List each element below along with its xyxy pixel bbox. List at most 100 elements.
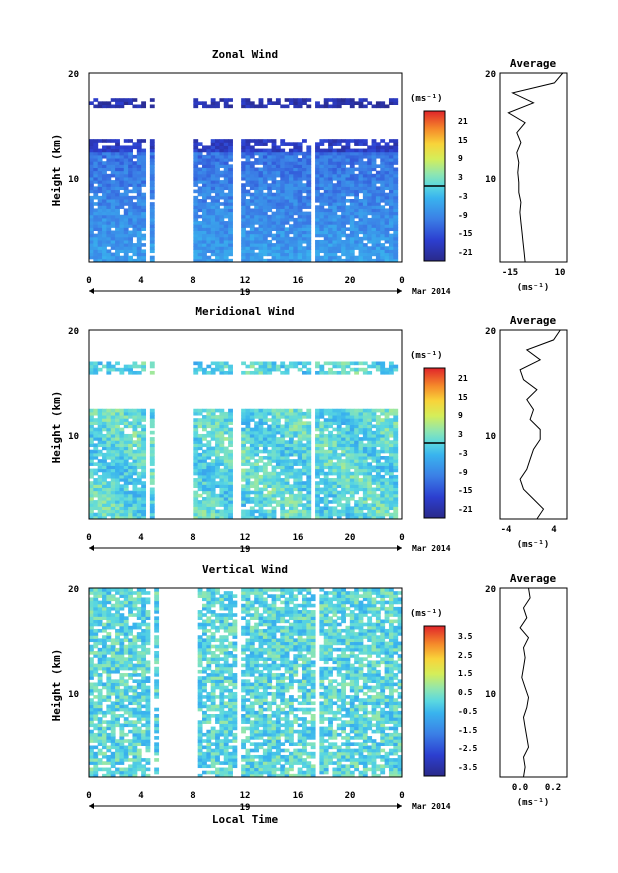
heatmap-cell	[97, 610, 103, 614]
heatmap-cell	[128, 452, 133, 457]
heatmap-cell	[123, 255, 129, 260]
heatmap-cell	[393, 167, 399, 172]
heatmap-cell	[223, 449, 229, 454]
heatmap-cell	[280, 496, 286, 501]
heatmap-cell	[262, 211, 268, 216]
heatmap-cell	[206, 418, 212, 422]
heatmap-cell	[132, 183, 138, 187]
heatmap-cell	[367, 478, 373, 482]
heatmap-cell	[241, 252, 246, 257]
heatmap-cell	[275, 154, 281, 159]
heatmap-cell	[123, 478, 129, 482]
heatmap-cell	[141, 736, 147, 740]
heatmap-cell	[358, 221, 364, 225]
heatmap-cell	[219, 496, 225, 501]
heatmap-cell	[97, 729, 103, 734]
heatmap-cell	[97, 481, 103, 485]
heatmap-cell	[149, 478, 155, 482]
heatmap-cell	[267, 437, 273, 441]
heatmap-cell	[275, 224, 281, 228]
heatmap-cell	[141, 654, 147, 658]
heatmap-cell	[271, 471, 277, 476]
heatmap-cell	[358, 183, 364, 187]
heatmap-cell	[371, 509, 377, 514]
heatmap-cell	[93, 208, 99, 213]
heatmap-cell	[293, 202, 299, 206]
heatmap-cell	[371, 173, 377, 178]
heatmap-cell	[128, 603, 133, 608]
heatmap-cell	[119, 515, 125, 520]
heatmap-cell	[106, 211, 112, 216]
heatmap-cell	[249, 481, 255, 485]
heatmap-cell	[284, 449, 290, 454]
heatmap-cell	[384, 145, 390, 150]
heatmap-cell	[275, 211, 281, 216]
heatmap-cell	[254, 176, 260, 181]
heatmap-cell	[306, 148, 312, 153]
heatmap-cell	[371, 148, 377, 153]
heatmap-cell	[393, 443, 399, 448]
heatmap-cell	[110, 170, 116, 175]
heatmap-cell	[93, 221, 99, 225]
heatmap-cell	[97, 751, 103, 756]
heatmap-cell	[228, 484, 233, 488]
heatmap-cell	[262, 186, 268, 191]
heatmap-cell	[149, 437, 155, 441]
heatmap-cell	[93, 641, 99, 646]
heatmap-cell	[123, 679, 129, 683]
heatmap-cell	[362, 98, 368, 102]
heatmap-cell	[336, 246, 342, 250]
heatmap-cell	[223, 430, 229, 435]
heatmap-cell	[358, 252, 364, 257]
heatmap-cell	[197, 230, 203, 235]
heatmap-cell	[393, 367, 399, 372]
heatmap-cell	[89, 644, 94, 649]
heatmap-cell	[371, 158, 377, 162]
heatmap-cell	[284, 239, 290, 244]
heatmap-cell	[241, 192, 246, 197]
heatmap-cell	[388, 361, 394, 366]
heatmap-cell	[223, 481, 229, 485]
heatmap-cell	[302, 443, 307, 448]
heatmap-cell	[102, 481, 107, 485]
heatmap-cell	[106, 770, 112, 775]
heatmap-cell	[297, 418, 303, 422]
heatmap-cell	[93, 506, 99, 511]
heatmap-cell	[106, 644, 112, 649]
heatmap-cell	[293, 243, 299, 247]
heatmap-cell	[393, 233, 399, 238]
heatmap-cell	[89, 770, 94, 775]
heatmap-cell	[136, 145, 142, 150]
colorbar-tick: 15	[458, 136, 468, 145]
heatmap-cell	[193, 167, 199, 172]
heatmap-cell	[223, 142, 229, 146]
heatmap-cell	[149, 176, 155, 181]
heatmap-cell	[132, 361, 138, 366]
heatmap-cell	[202, 252, 207, 257]
heatmap-cell	[97, 211, 103, 216]
heatmap-cell	[215, 195, 220, 200]
heatmap-cell	[154, 717, 160, 721]
heatmap-cell	[110, 408, 116, 413]
heatmap-cell	[288, 148, 294, 153]
heatmap-cell	[258, 370, 264, 375]
heatmap-cell	[89, 452, 94, 457]
heatmap-cell	[206, 145, 212, 150]
heatmap-cell	[115, 515, 120, 520]
heatmap-cell	[315, 221, 320, 225]
heatmap-cell	[128, 255, 133, 260]
heatmap-cell	[315, 214, 320, 219]
heatmap-cell	[332, 164, 338, 168]
heatmap-cell	[197, 252, 203, 257]
heatmap-cell	[354, 224, 360, 228]
heatmap-cell	[219, 211, 225, 216]
heatmap-cell	[332, 148, 338, 153]
heatmap-cell	[332, 468, 338, 473]
heatmap-cell	[89, 411, 94, 416]
heatmap-cell	[215, 443, 220, 448]
heatmap-cell	[328, 462, 333, 466]
heatmap-cell	[206, 506, 212, 511]
heatmap-cell	[149, 487, 155, 492]
heatmap-cell	[123, 258, 129, 263]
heatmap-cell	[141, 695, 147, 699]
